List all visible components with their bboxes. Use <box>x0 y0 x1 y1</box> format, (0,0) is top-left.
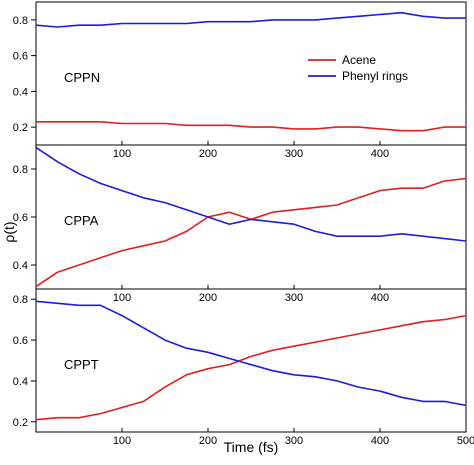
y-tick-label: 0.8 <box>13 15 28 27</box>
panel-frame-cppa <box>35 144 467 290</box>
panel-frame-cppt <box>35 288 467 433</box>
series-line-acene-cppt <box>35 314 467 421</box>
y-tick-label: 0.4 <box>13 376 28 388</box>
y-tick-label: 0.6 <box>13 212 28 224</box>
x-tick-label: 100 <box>113 292 131 304</box>
y-tick-label: 0.6 <box>13 51 28 63</box>
x-tick-label: 200 <box>199 148 217 160</box>
x-tick-label: 200 <box>199 292 217 304</box>
x-tick-label: 100 <box>113 435 131 447</box>
legend-label-acene: Acene <box>342 53 376 67</box>
y-tick-label: 0.2 <box>13 122 28 134</box>
x-tick-label: 400 <box>371 435 389 447</box>
x-tick-label: 400 <box>371 148 389 160</box>
x-tick-label: 200 <box>199 435 217 447</box>
x-tick-label: 300 <box>285 435 303 447</box>
y-tick-label: 0.4 <box>13 260 28 272</box>
x-tick-label: 100 <box>113 148 131 160</box>
x-tick-label: 500 <box>457 435 474 447</box>
y-tick-label: 0.4 <box>13 86 28 98</box>
y-tick-label: 0.6 <box>13 335 28 347</box>
x-axis-label: Time (fs) <box>224 439 279 455</box>
series-line-acene-cppn <box>36 121 466 132</box>
y-axis-label: ρ(t) <box>1 221 17 242</box>
x-tick-label: 300 <box>285 148 303 160</box>
series-line-acene-cppa <box>35 177 467 288</box>
x-tick-label: 300 <box>285 292 303 304</box>
x-tick-label: 400 <box>371 292 389 304</box>
series-line-phenyl-rings-cppn <box>35 11 466 28</box>
series-line-phenyl-rings-cppt <box>35 300 467 407</box>
series-line-phenyl-rings-cppa <box>35 146 467 242</box>
panel-label: CPPN <box>64 70 100 85</box>
panel-label: CPPA <box>64 213 99 228</box>
y-tick-label: 0.8 <box>13 164 28 176</box>
panel-label: CPPT <box>64 357 99 372</box>
legend-label-phenyl-rings: Phenyl rings <box>342 69 408 83</box>
y-tick-label: 0.2 <box>13 417 28 429</box>
y-tick-label: 0.8 <box>13 294 28 306</box>
